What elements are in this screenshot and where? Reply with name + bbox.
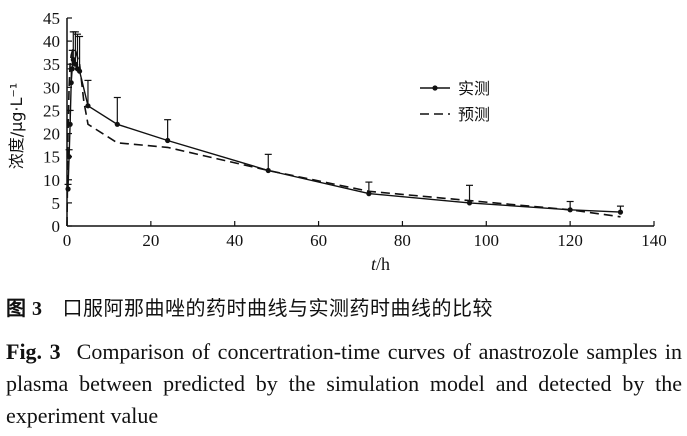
- y-tick-label: 15: [43, 148, 60, 167]
- x-tick-label: 100: [474, 231, 500, 250]
- caption-chinese: 图 3 口服阿那曲唑的药时曲线与实测药时曲线的比较: [6, 294, 682, 323]
- y-tick-label: 45: [43, 9, 60, 28]
- observed-point: [265, 167, 271, 174]
- predicted-curve: [66, 46, 621, 227]
- y-tick-label: 5: [52, 194, 61, 213]
- plot-area: 0 20 40 60 80 100 120 140051015202530354045t/h浓…: [7, 9, 667, 274]
- caption-en-label: Fig. 3: [6, 339, 61, 364]
- legend-observed-label: 实测: [458, 79, 490, 98]
- observed-point: [85, 103, 91, 109]
- concentration-time-chart: 0 20 40 60 80 100 120 140051015202530354045t/h浓…: [7, 9, 667, 274]
- x-tick-label: 60: [310, 231, 327, 250]
- y-tick-label: 10: [43, 171, 60, 190]
- observed-point: [70, 57, 76, 63]
- caption-en-text: Comparison of concertration-time curves …: [6, 339, 682, 428]
- x-tick-label: 80: [394, 231, 411, 250]
- x-axis-label-unit: /h: [376, 254, 390, 274]
- observed-point: [72, 61, 78, 67]
- y-tick-label: 0: [52, 217, 61, 236]
- y-tick-label: 30: [43, 78, 60, 97]
- y-tick-label: 25: [43, 101, 60, 120]
- y-tick-label: 35: [43, 55, 60, 74]
- observed-point: [617, 209, 624, 215]
- observed-point: [366, 191, 372, 197]
- caption-cn-label: 图 3: [6, 298, 43, 320]
- x-tick-label: 40: [226, 231, 243, 250]
- observed-point: [165, 137, 171, 144]
- caption-english: Fig. 3 Comparison of concertration-time c…: [6, 336, 682, 432]
- y-axis-label: 浓度/μg·L⁻¹: [7, 83, 26, 170]
- y-tick-label: 40: [43, 32, 60, 51]
- legend-predicted-label: 预测: [458, 105, 490, 124]
- x-tick-label: 120: [557, 231, 583, 250]
- x-tick-label: 0: [63, 231, 72, 250]
- caption-cn-text: 口服阿那曲唑的药时曲线与实测药时曲线的比较: [62, 296, 493, 320]
- x-axis-label-variable: t: [371, 254, 377, 274]
- x-tick-label: 20: [142, 231, 159, 250]
- observed-point: [69, 66, 75, 72]
- x-tick-label: 140: [641, 231, 667, 250]
- legend-observed-marker: [432, 85, 438, 91]
- observed-point: [466, 200, 473, 206]
- observed-curve: [67, 57, 621, 213]
- x-axis-label: t/h: [371, 254, 390, 274]
- y-tick-label: 20: [43, 125, 60, 144]
- observed-point: [114, 121, 120, 127]
